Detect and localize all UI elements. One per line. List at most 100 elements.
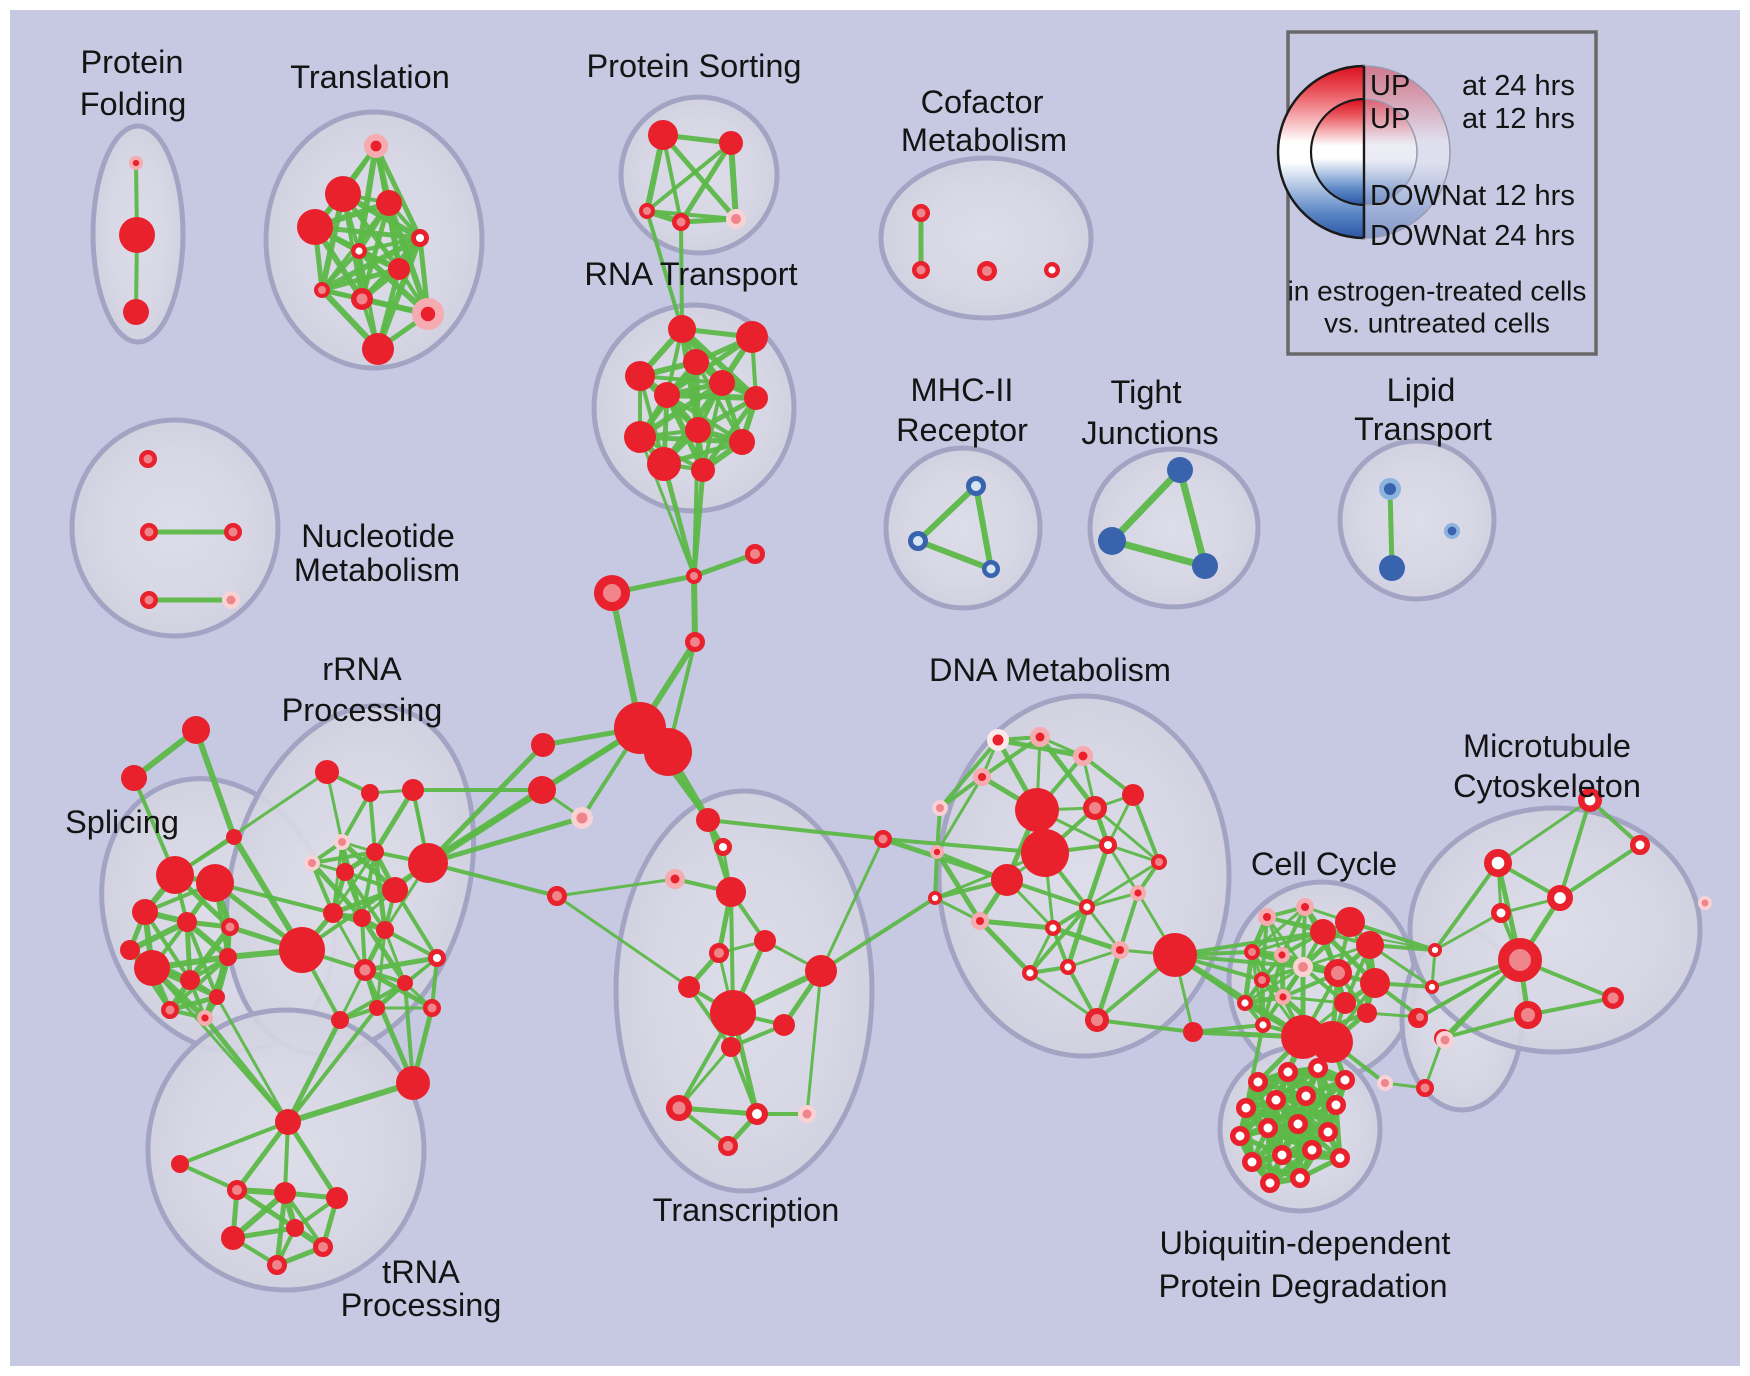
edge [383, 928, 407, 985]
edge [1108, 466, 1184, 545]
gene-node-splicing [196, 864, 234, 902]
cluster-label: Metabolism [294, 552, 460, 588]
gene-node-rrna-processing [369, 1000, 385, 1016]
gene-node-connector [182, 716, 210, 744]
cluster-label: Junctions [1081, 415, 1218, 451]
gene-node-rrna-processing [315, 760, 339, 784]
gene-node-ubiquitin-degradation [1236, 1098, 1256, 1118]
gene-node-rna-transport [736, 321, 768, 353]
edge [660, 132, 739, 222]
cluster-label: Translation [290, 59, 450, 95]
gene-node-trna-processing [275, 1109, 301, 1135]
gene-node-dna-metabolism [1030, 727, 1050, 747]
gene-node-connector [745, 544, 765, 564]
edge [679, 326, 759, 401]
edge [1118, 891, 1140, 952]
gene-node-rna-transport [668, 315, 696, 343]
cluster-labels: Protein Folding Translation Protein Sorting… [65, 44, 1641, 1323]
gene-node-rna-transport [685, 417, 711, 443]
edge [373, 143, 423, 241]
gene-node-transcription [798, 1105, 816, 1123]
gene-node-dna-metabolism [1085, 1008, 1109, 1032]
gene-node-ubiquitin-degradation [1242, 1152, 1262, 1172]
cluster-bubble-nucleotide-metabolism [69, 417, 281, 639]
gene-node-microtubule-cytoskeleton [1602, 987, 1624, 1009]
edge [1085, 905, 1122, 952]
edge [555, 877, 677, 898]
gene-node-dna-metabolism [1015, 788, 1059, 832]
cluster-label: Cell Cycle [1251, 846, 1397, 882]
edge [805, 969, 823, 1116]
edge [368, 791, 377, 854]
edge [973, 483, 994, 572]
gene-node-protein-sorting [639, 203, 655, 219]
edge [187, 924, 233, 983]
edge [320, 249, 361, 292]
legend-time-label: at 24 hrs [1462, 220, 1575, 252]
edge [310, 850, 377, 865]
gene-node-dna-metabolism [972, 767, 991, 786]
gene-node-rrna-processing [396, 1066, 430, 1100]
edge [728, 140, 739, 222]
gene-node-dna-metabolism [1098, 835, 1117, 854]
gene-node-rrna-processing [397, 975, 413, 991]
gene-node-splicing [134, 950, 170, 986]
edge [1084, 842, 1111, 910]
edge [1250, 905, 1307, 954]
gene-node-transcription [709, 943, 729, 963]
gene-node-connector [713, 837, 732, 856]
edge [319, 266, 402, 293]
gene-node-splicing [209, 989, 225, 1005]
gene-node-protein-folding [119, 217, 155, 253]
cluster-label: Processing [282, 692, 443, 728]
edge [1558, 798, 1592, 900]
gene-node-nucleotide-metabolism [222, 591, 240, 609]
gene-node-connector [644, 728, 692, 776]
edge [1176, 466, 1209, 570]
gene-node-splicing [221, 918, 239, 936]
gene-node-rna-transport [709, 370, 735, 396]
edge [285, 1017, 343, 1125]
gene-node-dna-metabolism [987, 729, 1009, 751]
gene-node-ubiquitin-degradation [1258, 1118, 1278, 1138]
edge [285, 1119, 340, 1201]
gene-node-transcription [666, 1095, 692, 1121]
gene-node-ubiquitin-degradation [1326, 1095, 1346, 1115]
gene-node-connector [1416, 1079, 1434, 1097]
gene-node-translation [411, 229, 430, 248]
gene-node-transcription [746, 1103, 769, 1126]
gene-node-ubiquitin-degradation [1335, 1070, 1355, 1090]
gene-node-translation [388, 258, 410, 280]
gene-node-translation [297, 209, 333, 245]
gene-node-splicing [177, 912, 197, 932]
gene-node-nucleotide-metabolism [140, 591, 158, 609]
cluster-label: tRNA [382, 1254, 460, 1290]
gene-node-rrna-processing [402, 779, 424, 801]
edge [173, 770, 329, 877]
edge [1028, 905, 1089, 975]
gene-node-dna-metabolism [1021, 965, 1038, 982]
gene-node-transcription [805, 955, 837, 987]
edge [645, 209, 684, 331]
gene-node-connector [571, 807, 593, 829]
gene-node-dna-metabolism [1059, 959, 1076, 976]
edge [819, 896, 937, 973]
gene-node-connector [121, 765, 147, 791]
cluster-label: Transport [1354, 411, 1492, 447]
gene-node-rrna-processing [382, 877, 408, 903]
cluster-label: MHC-II [911, 372, 1014, 408]
edge [938, 738, 1000, 810]
edge [1085, 891, 1140, 909]
cluster-label: Splicing [65, 804, 179, 840]
cluster-label: Ubiquitin-dependent [1160, 1225, 1451, 1261]
edge [362, 967, 416, 1086]
gene-node-rrna-processing [366, 843, 384, 861]
gene-node-ubiquitin-degradation [1290, 1168, 1310, 1188]
gene-node-transcription [754, 930, 776, 952]
gene-node-cofactor-metabolism [912, 204, 930, 222]
gene-node-rrna-processing [334, 834, 350, 850]
gene-node-mhc-ii-receptor [966, 476, 986, 496]
gene-node-splicing [132, 899, 158, 925]
gene-node-cell-cycle [1311, 1021, 1353, 1063]
gene-node-splicing [156, 856, 194, 894]
